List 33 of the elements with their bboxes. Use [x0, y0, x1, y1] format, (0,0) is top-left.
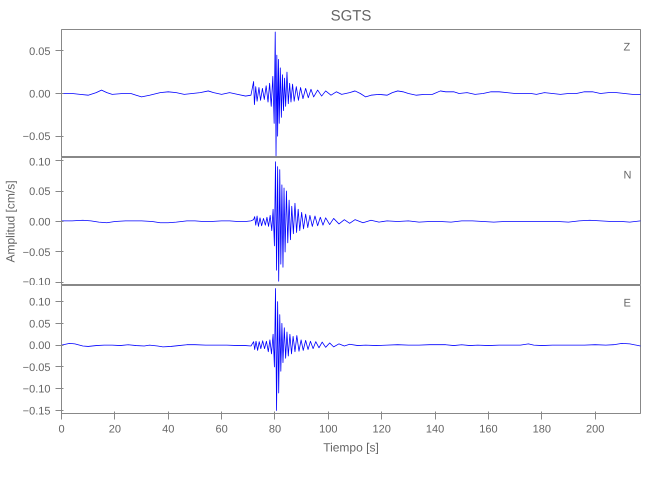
y-tick-label: 0.10	[29, 296, 51, 309]
y-tick-label: −0.05	[22, 131, 51, 144]
y-tick-label: −0.10	[22, 384, 51, 396]
annotation: N	[624, 170, 632, 182]
x-tick-label: 20	[108, 424, 121, 436]
line-series	[62, 161, 640, 282]
line-series	[62, 32, 640, 156]
x-tick-label: 0	[58, 424, 65, 436]
x-tick-label: 40	[162, 424, 174, 436]
y-tick-label: 0.00	[29, 88, 51, 100]
x-tick-label: 140	[426, 424, 444, 436]
annotation: E	[624, 298, 631, 310]
y-tick-label: −0.15	[22, 405, 51, 418]
x-axis-title: Tiempo [s]	[323, 440, 379, 454]
y-tick-label: 0.05	[29, 186, 51, 198]
y-tick-label: 0.05	[29, 46, 51, 58]
y-tick-label: −0.05	[22, 246, 51, 259]
x-tick-label: 100	[319, 424, 338, 436]
y-tick-label: 0.10	[29, 156, 51, 168]
y-tick-label: 0.00	[29, 216, 51, 228]
x-tick-label: 80	[268, 424, 282, 436]
line-series	[62, 288, 640, 411]
annotation: Z	[624, 42, 630, 54]
x-tick-label: 120	[372, 424, 391, 436]
x-tick-label: 180	[532, 424, 551, 436]
y-tick-label: 0.00	[29, 340, 51, 352]
x-tick-label: 200	[586, 424, 604, 436]
y-tick-label: 0.05	[29, 318, 51, 330]
y-tick-label: −0.05	[22, 362, 51, 374]
x-tick-label: 60	[215, 424, 228, 436]
chart-title: SGTS	[330, 8, 372, 24]
x-tick-label: 160	[479, 424, 498, 436]
y-axis-title: Amplitud [cm/s]	[4, 180, 18, 263]
